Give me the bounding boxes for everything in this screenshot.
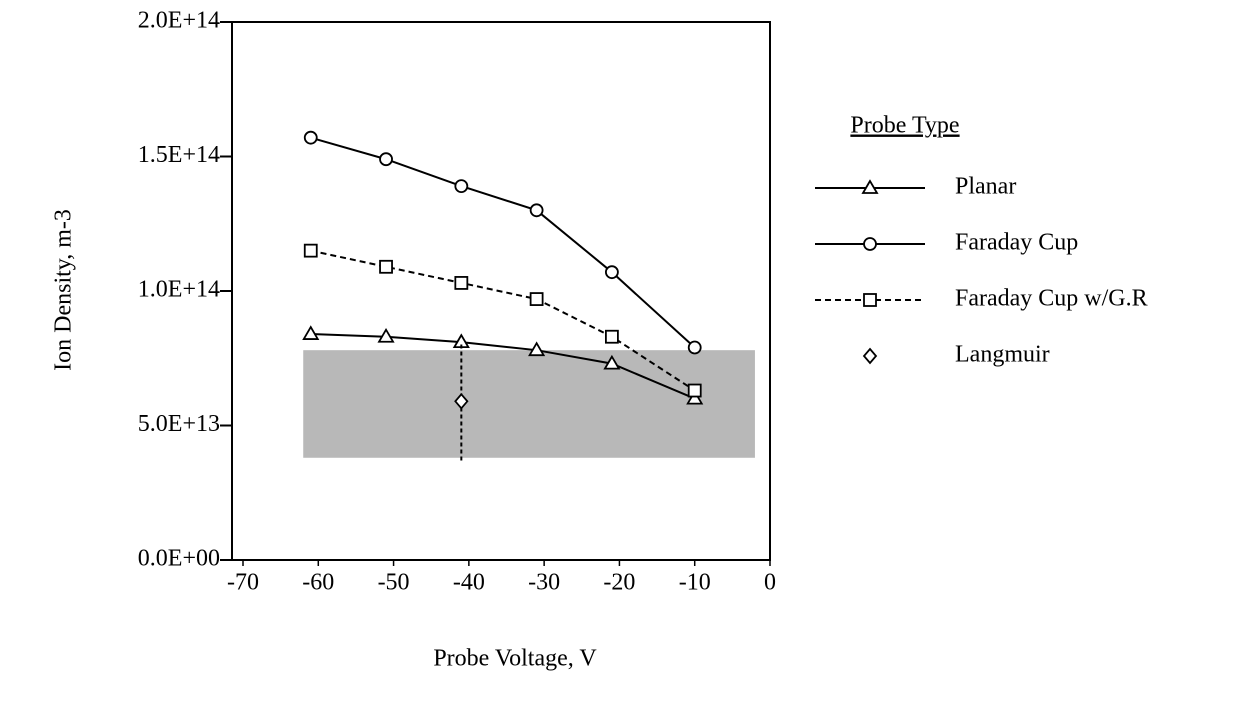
data-point (379, 259, 393, 274)
y-tick-label: 0.0E+00 (138, 546, 220, 572)
data-point (605, 329, 619, 344)
series-line (310, 249, 696, 392)
data-point (454, 276, 469, 290)
series-line (310, 136, 696, 349)
x-tick-label: -40 (453, 570, 485, 596)
data-point (687, 383, 702, 398)
data-point (303, 243, 318, 258)
shaded-region (303, 350, 755, 458)
legend-marker (861, 179, 879, 194)
legend-marker (863, 293, 877, 307)
data-point (302, 325, 320, 340)
x-axis-label: Probe Voltage, V (433, 646, 597, 672)
data-point (454, 179, 469, 193)
y-tick-label: 1.5E+14 (138, 142, 220, 168)
legend-marker (862, 347, 878, 365)
legend-label: Faraday Cup (955, 230, 1078, 256)
data-point (686, 389, 704, 405)
x-tick-label: -30 (528, 570, 560, 596)
series-line (310, 333, 696, 400)
y-axis-label: Ion Density, m-3 (51, 209, 77, 371)
data-point (377, 327, 395, 343)
legend-title: Probe Type (850, 113, 959, 139)
legend-marker (863, 237, 877, 251)
x-tick-label: -10 (679, 570, 711, 596)
y-tick-label: 2.0E+14 (138, 8, 220, 34)
x-tick-label: -60 (302, 570, 334, 596)
legend-label: Langmuir (955, 342, 1050, 368)
y-tick-label: 5.0E+13 (138, 411, 220, 437)
data-point (529, 292, 544, 306)
legend-label: Planar (955, 174, 1016, 200)
data-point (605, 265, 619, 280)
data-point (687, 340, 702, 355)
legend-label: Faraday Cup w/G.R (955, 286, 1148, 312)
data-point (528, 341, 546, 357)
data-point (603, 354, 621, 370)
y-tick-label: 1.0E+14 (138, 277, 220, 303)
data-point (379, 152, 393, 167)
x-tick-label: 0 (764, 570, 776, 596)
data-point (454, 392, 469, 410)
x-tick-label: -70 (227, 570, 259, 596)
data-point (529, 203, 544, 218)
x-tick-label: -50 (378, 570, 410, 596)
x-tick-label: -20 (603, 570, 635, 596)
data-point (303, 130, 318, 145)
